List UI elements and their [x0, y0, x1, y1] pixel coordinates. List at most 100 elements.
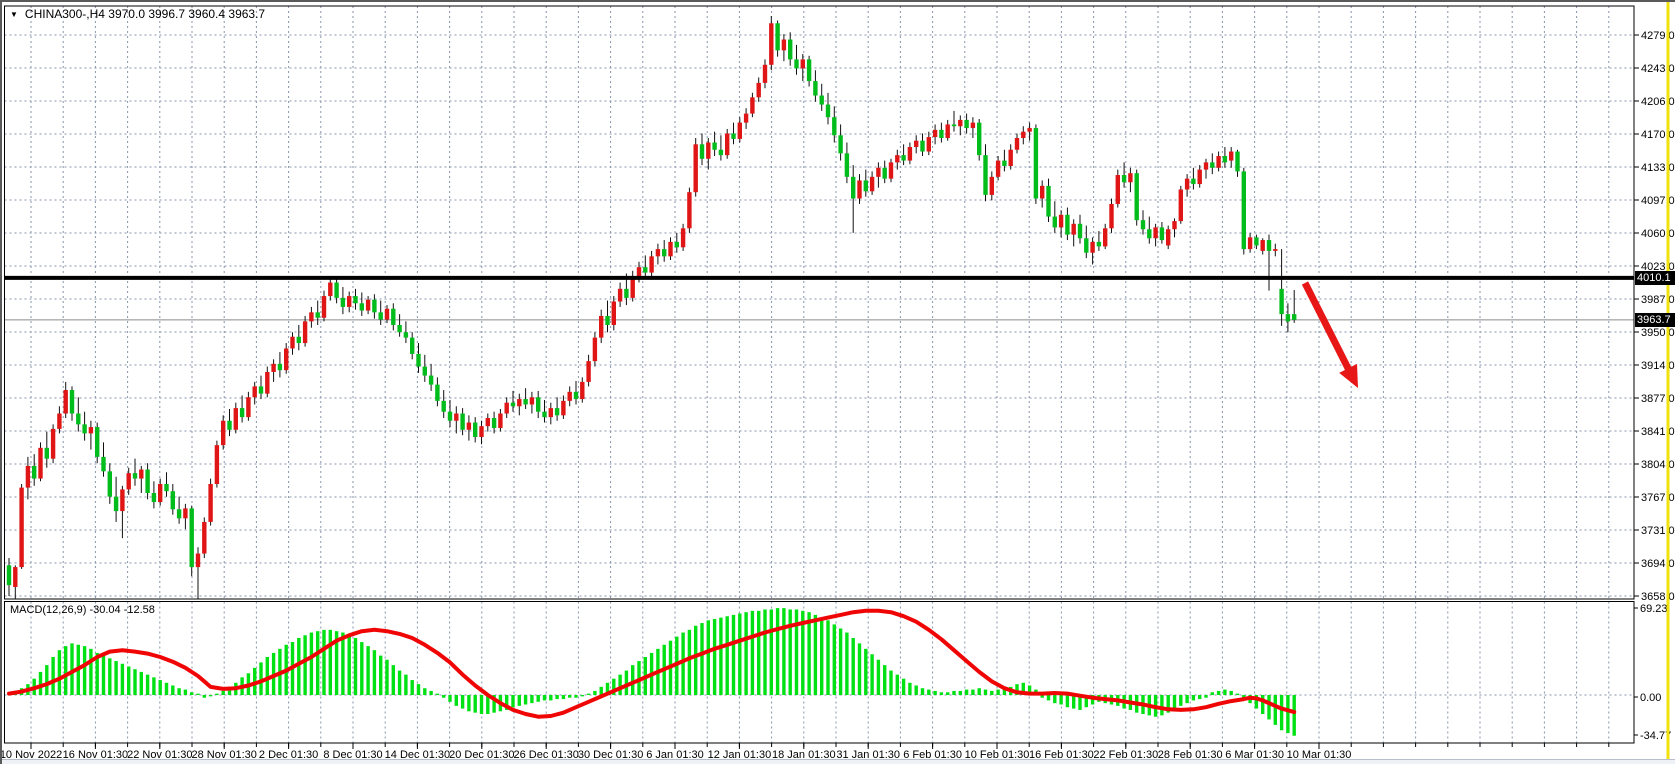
macd-histogram-bar: [568, 695, 572, 698]
candle-body: [1103, 228, 1108, 247]
candle-body: [50, 428, 56, 459]
macd-histogram-bar: [1191, 695, 1196, 701]
macd-histogram-bar: [523, 695, 528, 705]
macd-histogram-bar: [479, 695, 484, 715]
macd-histogram-bar: [612, 678, 616, 695]
candle-body: [491, 418, 497, 428]
price-tick-label: 3731.0: [1641, 525, 1675, 537]
time-axis[interactable]: [2, 743, 1634, 759]
macd-histogram-bar: [624, 670, 629, 695]
macd-histogram-bar: [1261, 695, 1265, 715]
candle-body: [517, 399, 522, 407]
macd-histogram-bar: [442, 695, 446, 698]
trend-arrow-shaft[interactable]: [1301, 281, 1354, 374]
time-tick-label: 22 Nov 01:30: [127, 749, 192, 761]
candle-body: [542, 411, 547, 418]
macd-histogram-bar: [385, 659, 389, 695]
candle-body: [1084, 238, 1089, 253]
macd-histogram-bar: [492, 695, 496, 713]
macd-signal-line: [7, 608, 1297, 719]
macd-histogram-bar: [259, 662, 263, 695]
candle-body: [63, 390, 68, 414]
candle-body: [687, 192, 692, 229]
candle-body: [113, 496, 119, 512]
macd-histogram-bar: [114, 661, 118, 695]
candle-body: [321, 296, 327, 318]
collapse-triangle-icon[interactable]: ▼: [10, 10, 18, 19]
candle-body: [76, 413, 81, 425]
candle-body: [1077, 223, 1083, 239]
macd-histogram-bar: [681, 632, 685, 695]
macd-histogram-bar: [227, 686, 232, 695]
macd-histogram-bar: [460, 695, 465, 709]
candle-body: [1128, 173, 1133, 183]
time-tick-label: 31 Jan 01:30: [836, 749, 900, 761]
candle-body: [479, 426, 484, 438]
macd-histogram-bar: [1273, 695, 1277, 725]
macd-histogram-bar: [215, 693, 219, 695]
macd-histogram-bar: [832, 624, 836, 695]
candle-body: [1090, 241, 1095, 253]
candle-body: [624, 288, 629, 298]
macd-histogram-bar: [788, 609, 792, 695]
candle-body: [365, 299, 371, 311]
candle-body: [580, 381, 585, 400]
time-tick-label: 28 Nov 01:30: [191, 749, 256, 761]
macd-histogram-bar: [977, 688, 981, 695]
candle-body: [1254, 237, 1259, 246]
price-tick-label: 4243.0: [1641, 63, 1675, 75]
macd-histogram-bar: [1254, 695, 1259, 709]
macd-histogram-bar: [920, 688, 925, 695]
bottom-strip: [2, 759, 1675, 764]
time-tick-label: 6 Mar 01:30: [1225, 749, 1284, 761]
candle-body: [1021, 131, 1026, 138]
candle-body: [611, 301, 616, 325]
macd-histogram-bar: [876, 659, 881, 695]
price-tick-label: 3914.0: [1641, 360, 1675, 372]
macd-histogram-bar: [845, 632, 849, 695]
candle-body: [252, 386, 257, 398]
macd-histogram-bar: [1229, 690, 1233, 695]
candle-body: [718, 149, 724, 156]
candle-body: [403, 332, 409, 338]
price-axis[interactable]: [1635, 6, 1675, 743]
macd-histogram-bar: [1040, 695, 1044, 698]
candle-body: [473, 422, 478, 438]
macd-histogram-bar: [64, 646, 68, 695]
candle-body: [1260, 240, 1265, 251]
time-tick-label: 16 Nov 01:30: [63, 749, 128, 761]
candle-body: [907, 147, 913, 161]
candle-body: [1033, 128, 1039, 199]
candle-body: [970, 122, 976, 129]
price-tick-label: 4097.0: [1641, 195, 1675, 207]
macd-histogram-bar: [889, 670, 893, 695]
candle-body: [554, 408, 560, 416]
macd-histogram-bar: [435, 693, 440, 695]
macd-histogram-bar: [454, 695, 458, 706]
candle-body: [901, 155, 906, 161]
macd-histogram-bar: [908, 682, 912, 695]
candle-body: [233, 408, 238, 430]
time-tick-label: 30 Dec 01:30: [578, 749, 643, 761]
candle-body: [176, 509, 182, 519]
candle-body: [19, 487, 24, 568]
macd-histogram-bar: [158, 680, 162, 695]
macd-histogram-bar: [1286, 695, 1290, 734]
macd-histogram-bar: [1179, 695, 1183, 706]
candle-body: [1040, 185, 1045, 199]
macd-histogram-bar: [555, 695, 559, 700]
candle-body: [1235, 151, 1240, 172]
macd-histogram-bar: [95, 652, 99, 695]
symbol-ohlc-text: CHINA300-,H4 3970.0 3996.7 3960.4 3963.7: [24, 7, 266, 21]
macd-histogram-bar: [404, 674, 408, 695]
candle-body: [1115, 175, 1120, 204]
candle-body: [422, 366, 427, 376]
candle-body: [649, 256, 654, 273]
price-tick-label: 3841.0: [1641, 426, 1675, 438]
candle-body: [284, 348, 289, 371]
trend-arrow-head[interactable]: [1339, 363, 1358, 388]
candle-body: [359, 303, 364, 311]
candle-body: [214, 445, 220, 484]
candle-body: [1027, 128, 1032, 132]
